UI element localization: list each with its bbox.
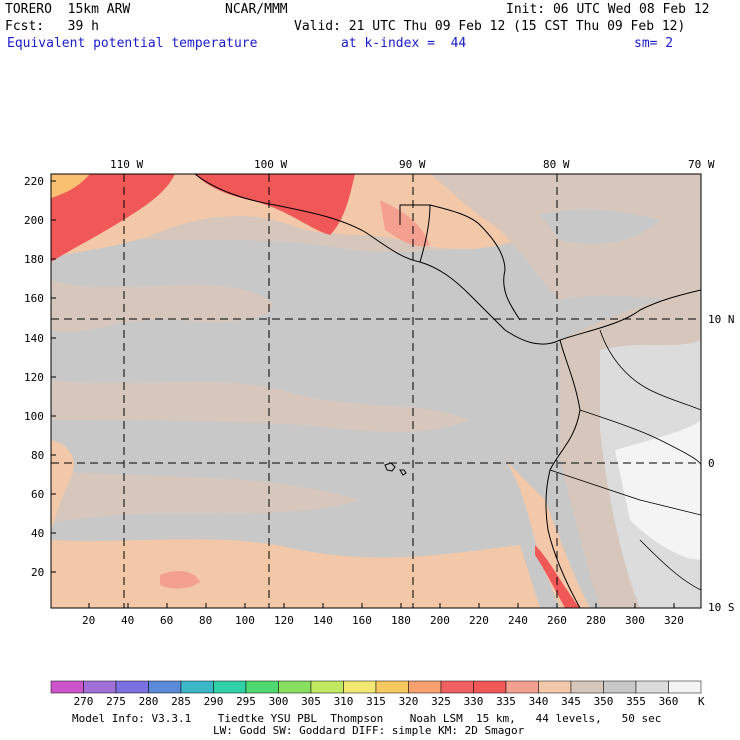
colorbar-swatch: [473, 680, 507, 694]
colorbar-label: 295: [236, 695, 256, 708]
colorbar-unit: K: [698, 695, 705, 708]
left-axis-label: 40: [31, 527, 45, 540]
left-axis-label: 180: [24, 253, 44, 266]
colorbar-label: 360: [658, 695, 679, 708]
colorbar-label: 355: [626, 695, 646, 708]
colorbar-swatch: [343, 680, 377, 694]
left-axis-label: 140: [24, 332, 44, 345]
bottom-axis-label: 320: [664, 614, 684, 627]
left-axis-label: 220: [24, 175, 44, 188]
left-axis-label: 160: [24, 292, 44, 305]
bottom-axis-label: 240: [508, 614, 528, 627]
bottom-axis-label: 100: [235, 614, 255, 627]
field-name: Equivalent potential temperature: [7, 36, 258, 51]
colorbar-swatch: [213, 680, 247, 694]
colorbar-label: 320: [398, 695, 419, 708]
bottom-axis-label: 160: [352, 614, 372, 627]
top-axis-label: 70 W: [688, 158, 715, 171]
colorbar-swatch: [440, 680, 474, 694]
top-axis-label: 100 W: [254, 158, 288, 171]
colorbar-swatch: [505, 680, 539, 694]
colorbar: [50, 680, 702, 694]
left-axis-label: 100: [24, 410, 44, 423]
center-name: NCAR/MMM: [225, 2, 288, 17]
plot-frame: [50, 173, 702, 609]
colorbar-swatch: [245, 680, 279, 694]
right-axis-label: 10 S: [708, 601, 735, 614]
colorbar-swatch: [375, 680, 409, 694]
left-axis-label: 20: [31, 566, 45, 579]
valid-time: Valid: 21 UTC Thu 09 Feb 12 (15 CST Thu …: [294, 19, 686, 34]
bottom-axis-label: 180: [391, 614, 411, 627]
lat-lon-grid: [51, 174, 701, 608]
colorbar-swatch: [83, 680, 117, 694]
colorbar-swatch: [538, 680, 572, 694]
forecast-hour: Fcst: 39 h: [5, 19, 99, 34]
physics-info: LW: Godd SW: Goddard DIFF: simple KM: 2D…: [213, 724, 525, 737]
colorbar-swatch: [570, 680, 604, 694]
model-title: TORERO 15km ARW: [5, 2, 131, 17]
bottom-axis-label: 280: [586, 614, 606, 627]
colorbar-label: 300: [268, 695, 289, 708]
bottom-axis-label: 260: [547, 614, 567, 627]
country-borders: [549, 329, 701, 591]
bottom-axis-label: 200: [430, 614, 450, 627]
colorbar-label: 310: [333, 695, 354, 708]
colorbar-label: 330: [463, 695, 484, 708]
bottom-axis-label: 40: [121, 614, 135, 627]
left-axis-label: 80: [31, 449, 45, 462]
colorbar-label: 280: [138, 695, 159, 708]
bottom-axis-label: 220: [469, 614, 489, 627]
temperature-field: [51, 174, 701, 608]
colorbar-swatch: [148, 680, 182, 694]
colorbar-swatch: [310, 680, 344, 694]
top-axis-label: 90 W: [399, 158, 426, 171]
colorbar-label: 275: [106, 695, 126, 708]
colorbar-swatch: [635, 680, 669, 694]
colorbar-label: 285: [171, 695, 191, 708]
colorbar-label: 345: [561, 695, 581, 708]
bottom-axis-label: 140: [313, 614, 333, 627]
smoothing-info: sm= 2: [634, 36, 674, 51]
bottom-axis-label: 300: [625, 614, 645, 627]
right-axis-label: 10 N: [708, 313, 735, 326]
bottom-axis-label: 120: [274, 614, 294, 627]
top-axis-label: 110 W: [110, 158, 144, 171]
bottom-axis-label: 20: [82, 614, 96, 627]
colorbar-swatch: [278, 680, 312, 694]
right-axis-label: 0: [708, 457, 715, 470]
colorbar-label: 350: [593, 695, 614, 708]
colorbar-label: 325: [431, 695, 451, 708]
colorbar-label: 315: [366, 695, 386, 708]
bottom-axis-label: 80: [199, 614, 213, 627]
init-time: Init: 06 UTC Wed 08 Feb 12: [506, 2, 710, 17]
left-axis-label: 200: [24, 214, 44, 227]
colorbar-label: 290: [203, 695, 224, 708]
colorbar-swatch: [408, 680, 442, 694]
model-info: Model Info: V3.3.1 Tiedtke YSU PBL Thomp…: [72, 712, 662, 725]
top-axis-label: 80 W: [543, 158, 570, 171]
colorbar-swatch: [180, 680, 214, 694]
colorbar-label: 335: [496, 695, 516, 708]
level-info: at k-index = 44: [341, 36, 467, 51]
colorbar-label: 270: [73, 695, 94, 708]
colorbar-swatch: [50, 680, 84, 694]
left-axis-label: 60: [31, 488, 45, 501]
colorbar-label: 305: [301, 695, 321, 708]
colorbar-swatch: [603, 680, 637, 694]
colorbar-label: 340: [528, 695, 549, 708]
axis-ticks: [51, 180, 675, 608]
colorbar-swatch: [668, 680, 702, 694]
bottom-axis-label: 60: [160, 614, 174, 627]
left-axis-label: 120: [24, 371, 44, 384]
colorbar-swatch: [115, 680, 149, 694]
